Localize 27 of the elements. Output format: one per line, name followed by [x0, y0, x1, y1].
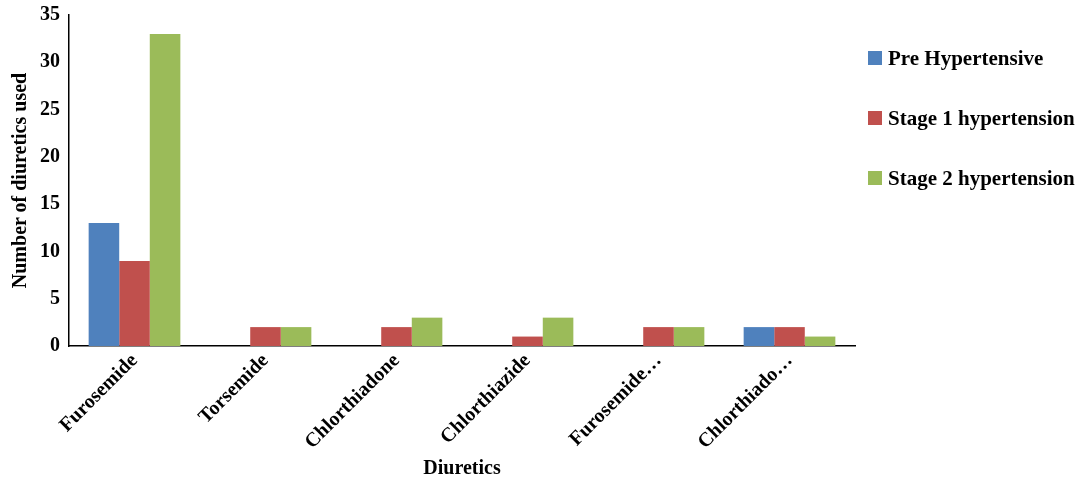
bar: [119, 260, 150, 347]
legend-label: Pre Hypertensive: [888, 45, 1044, 71]
legend-label: Stage 2 hypertension: [888, 165, 1075, 191]
y-tick-label: 20: [40, 144, 60, 167]
bar: [673, 327, 705, 347]
bar: [743, 327, 775, 347]
y-tick-label: 30: [40, 49, 60, 72]
y-axis-title: Number of diuretics used: [8, 72, 31, 289]
y-tick-label: 0: [50, 333, 60, 356]
bar: [149, 33, 181, 347]
bar: [512, 336, 543, 347]
y-tick-label: 10: [40, 238, 60, 261]
bar: [88, 223, 120, 347]
bar: [804, 336, 836, 347]
bar: [280, 327, 312, 347]
bar: [542, 317, 574, 347]
legend-label: Stage 1 hypertension: [888, 105, 1075, 131]
y-tick-label: 25: [40, 96, 60, 119]
y-tick-label: 5: [50, 285, 60, 308]
bar: [411, 317, 443, 347]
bar: [381, 327, 412, 347]
y-tick-label: 35: [40, 2, 60, 25]
x-axis-title: Diuretics: [423, 456, 501, 479]
bar: [643, 327, 674, 347]
y-tick-label: 15: [40, 191, 60, 214]
bar: [250, 327, 281, 347]
bar: [774, 327, 805, 347]
